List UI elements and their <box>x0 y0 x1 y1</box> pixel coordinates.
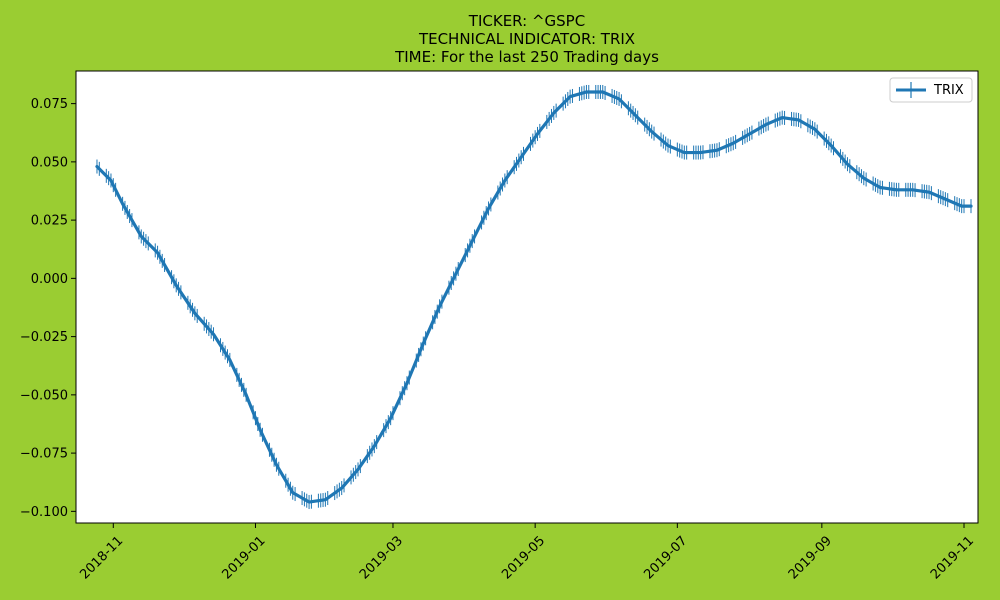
legend: TRIX <box>889 77 973 103</box>
chart-title: TICKER: ^GSPC TECHNICAL INDICATOR: TRIX … <box>394 12 659 66</box>
x-tick-label: 2018-11 <box>77 533 126 582</box>
x-tick-label: 2019-09 <box>786 533 835 582</box>
x-tick-label: 2019-05 <box>499 533 548 582</box>
plot-area <box>75 70 979 524</box>
y-tick-label: −0.025 <box>20 330 68 345</box>
y-tick-label: 0.075 <box>31 97 68 112</box>
series-line-trix <box>95 90 973 504</box>
y-tick-label: 0.000 <box>31 272 68 287</box>
y-tick-label: 0.025 <box>31 214 68 229</box>
x-axis: 2018-11 2019-01 2019-03 2019-05 2019-07 2019-… <box>77 523 977 582</box>
title-line-2: TECHNICAL INDICATOR: TRIX <box>418 30 635 48</box>
y-tick-label: −0.075 <box>20 447 68 462</box>
x-tick-label: 2019-03 <box>357 533 406 582</box>
y-axis: 0.075 0.050 0.025 0.000 −0.025 −0.050 −0.075 −0… <box>20 97 76 520</box>
title-line-1: TICKER: ^GSPC <box>468 12 585 30</box>
y-tick-label: −0.100 <box>20 505 68 520</box>
legend-label-trix: TRIX <box>933 83 964 98</box>
y-tick-label: 0.050 <box>31 155 68 170</box>
series-layer <box>95 84 973 510</box>
y-tick-label: −0.050 <box>20 388 68 403</box>
x-tick-label: 2019-11 <box>928 533 977 582</box>
x-tick-label: 2019-07 <box>641 533 690 582</box>
x-tick-label: 2019-01 <box>219 533 268 582</box>
title-line-3: TIME: For the last 250 Trading days <box>394 48 659 66</box>
